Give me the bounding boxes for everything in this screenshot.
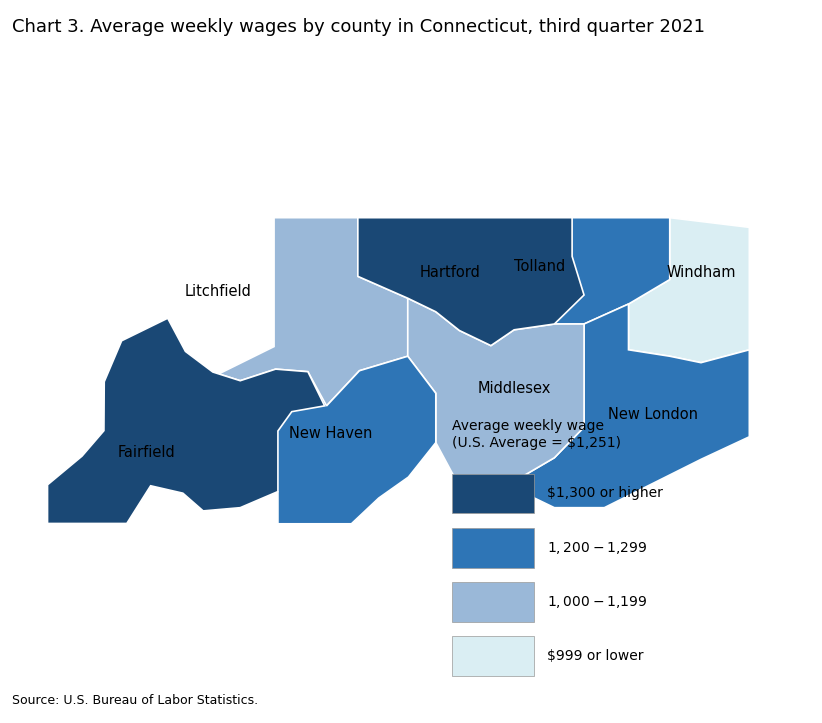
Text: Litchfield: Litchfield (184, 284, 251, 299)
Text: $1,300 or higher: $1,300 or higher (547, 487, 663, 500)
Text: Source: U.S. Bureau of Labor Statistics.: Source: U.S. Bureau of Labor Statistics. (12, 694, 258, 707)
Polygon shape (408, 298, 584, 485)
Text: $999 or lower: $999 or lower (547, 649, 643, 663)
Text: Chart 3. Average weekly wages by county in Connecticut, third quarter 2021: Chart 3. Average weekly wages by county … (12, 18, 705, 36)
Text: Average weekly wage
(U.S. Average = $1,251): Average weekly wage (U.S. Average = $1,2… (452, 419, 621, 450)
Polygon shape (629, 218, 750, 363)
Text: Fairfield: Fairfield (118, 445, 176, 461)
Text: Tolland: Tolland (515, 259, 566, 273)
Polygon shape (358, 218, 584, 346)
Polygon shape (508, 304, 750, 508)
Text: $1,200 - $1,299: $1,200 - $1,299 (547, 539, 647, 556)
Text: $1,000 - $1,199: $1,000 - $1,199 (547, 594, 647, 610)
Text: Hartford: Hartford (419, 265, 480, 280)
Text: New London: New London (607, 407, 698, 422)
Polygon shape (203, 356, 436, 523)
Polygon shape (48, 318, 325, 523)
Polygon shape (104, 218, 408, 511)
Text: Windham: Windham (667, 265, 736, 280)
Text: New Haven: New Haven (289, 426, 372, 441)
Text: Middlesex: Middlesex (478, 381, 551, 396)
Polygon shape (436, 218, 670, 346)
